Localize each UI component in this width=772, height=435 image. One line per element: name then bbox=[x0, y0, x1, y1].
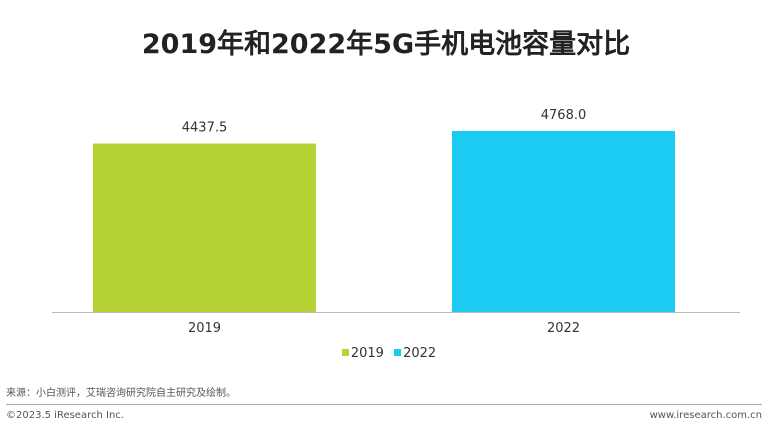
bar-2022 bbox=[452, 131, 675, 312]
source-note: 来源：小白测评，艾瑞咨询研究院自主研究及绘制。 bbox=[6, 388, 236, 399]
legend-swatch-2019 bbox=[341, 349, 349, 356]
bar-2019 bbox=[93, 143, 316, 312]
x-tick-2022: 2022 bbox=[547, 321, 580, 336]
legend-label-2022: 2022 bbox=[403, 346, 437, 361]
legend-swatch-2022 bbox=[394, 349, 402, 356]
x-tick-2019: 2019 bbox=[188, 321, 221, 336]
website-link[interactable]: www.iresearch.com.cn bbox=[649, 410, 762, 421]
data-label-2022: 4768.0 bbox=[541, 108, 587, 123]
copyright: ©2023.5 iResearch Inc. bbox=[6, 410, 124, 421]
chart-title: 2019年和2022年5G手机电池容量对比 bbox=[141, 29, 631, 60]
bar-chart: 4437.5 2019 4768.0 2022 bbox=[52, 108, 740, 336]
legend: 2019 2022 bbox=[0, 346, 772, 361]
footer-divider bbox=[6, 404, 762, 405]
data-label-2019: 4437.5 bbox=[182, 121, 228, 136]
legend-label-2019: 2019 bbox=[350, 346, 384, 361]
